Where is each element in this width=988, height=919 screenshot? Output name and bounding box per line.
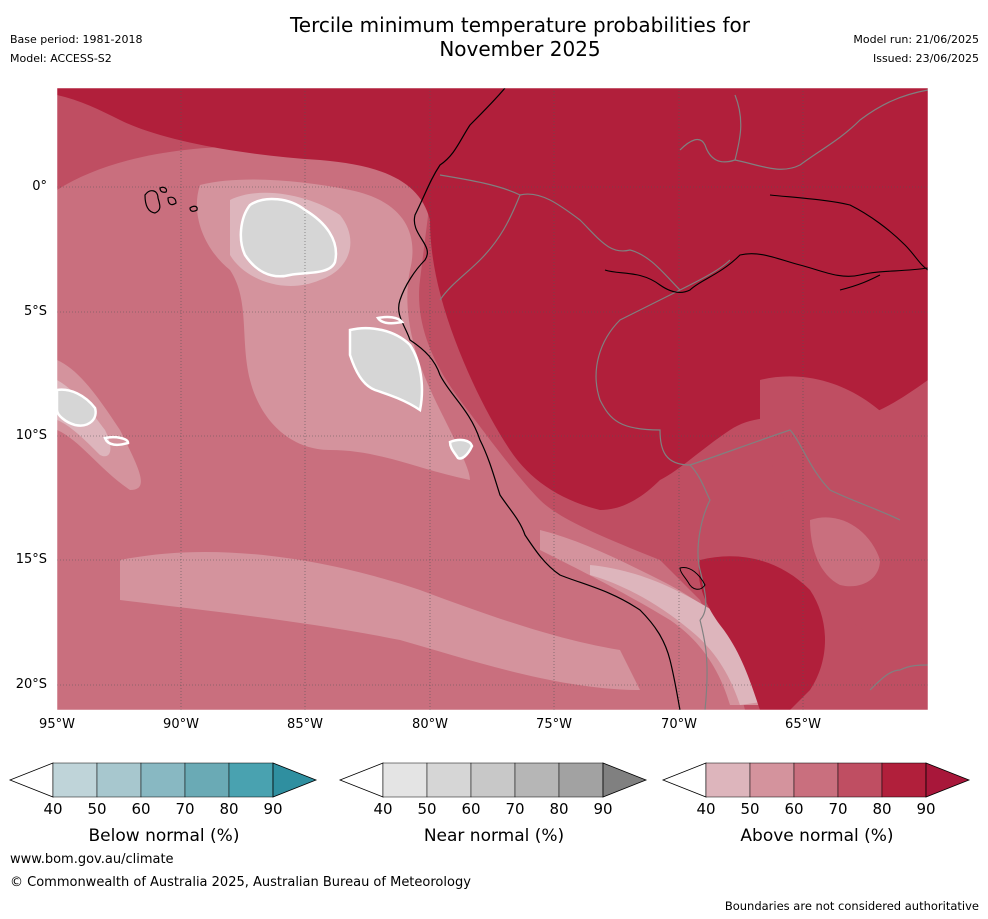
near-normal-colorbar — [338, 762, 648, 798]
colorbar-tick-label: 90 — [263, 800, 283, 818]
colorbar-segment — [228, 762, 274, 798]
colorbar-high-extension — [272, 762, 318, 798]
colorbar-segment — [184, 762, 230, 798]
colorbar-tick-label: 50 — [87, 800, 107, 818]
header-meta-left: Base period: 1981-2018 Model: ACCESS-S2 — [10, 30, 142, 68]
rivers — [604, 194, 928, 294]
colorbar-tick-label: 80 — [872, 800, 892, 818]
colorbar-segment — [793, 762, 839, 798]
y-tick-label: 10°S — [15, 428, 47, 443]
colorbar-segment — [881, 762, 927, 798]
model-run-text: Model run: 21/06/2025 — [853, 33, 979, 46]
colorbar-tick-label: 60 — [784, 800, 804, 818]
near-normal-contours — [55, 197, 474, 460]
footer-note: Boundaries are not considered authoritat… — [724, 899, 979, 913]
colorbar-tick-label: 40 — [43, 800, 63, 818]
colorbar-tick-label: 90 — [916, 800, 936, 818]
colorbar-segment — [514, 762, 560, 798]
colorbar-low-extension — [661, 762, 707, 798]
colorbar-tick-label: 80 — [549, 800, 569, 818]
graticule — [57, 88, 928, 710]
below-normal-colorbar — [8, 762, 318, 798]
colorbar-segment — [749, 762, 795, 798]
field-above-50-south — [120, 551, 640, 690]
near-normal-label: Near normal (%) — [423, 826, 565, 846]
base-period-text: Base period: 1981-2018 — [10, 33, 143, 46]
above-normal-label: Above normal (%) — [740, 826, 894, 846]
field-near-50-west — [57, 389, 96, 426]
colorbar-segment — [837, 762, 883, 798]
colorbar-segment — [558, 762, 604, 798]
colorbar-low-extension — [8, 762, 54, 798]
title-line-2: November 2025 — [439, 37, 601, 61]
field-above-40-coast — [590, 565, 775, 705]
above-normal-colorbar — [661, 762, 971, 798]
colorbar-segment — [426, 762, 472, 798]
issued-text: Issued: 23/06/2025 — [872, 52, 979, 65]
colorbar-tick-label: 80 — [219, 800, 239, 818]
x-tick-label: 75°W — [536, 717, 572, 732]
x-tick-label: 65°W — [785, 717, 821, 732]
y-tick-label: 5°S — [23, 304, 47, 319]
colorbar-segment — [705, 762, 751, 798]
colorbar-tick-label: 70 — [505, 800, 525, 818]
y-tick-label: 20°S — [15, 677, 47, 692]
colorbar-segment — [140, 762, 186, 798]
footer-copyright: © Commonwealth of Australia 2025, Austra… — [10, 875, 471, 890]
colorbar-tick-label: 50 — [740, 800, 760, 818]
y-tick-label: 15°S — [15, 552, 47, 567]
header-meta-right: Model run: 21/06/2025 Issued: 23/06/2025 — [853, 30, 979, 68]
coastline — [398, 88, 681, 710]
colorbar-tick-label: 60 — [461, 800, 481, 818]
colorbar-tick-label: 60 — [131, 800, 151, 818]
field-near-50-north — [240, 198, 336, 277]
model-text: Model: ACCESS-S2 — [10, 52, 112, 65]
field-above-80-land — [57, 88, 928, 510]
field-near-50-central — [350, 328, 422, 410]
map-field — [57, 88, 928, 710]
field-above-70-east — [760, 376, 928, 635]
galapagos-islands — [144, 186, 198, 214]
colorbar-high-extension — [925, 762, 971, 798]
colorbar-tick-label: 40 — [373, 800, 393, 818]
x-tick-label: 80°W — [412, 717, 448, 732]
colorbar-tick-label: 90 — [593, 800, 613, 818]
colorbar-segment — [382, 762, 428, 798]
colorbar-segment — [52, 762, 98, 798]
colorbar-low-extension — [338, 762, 384, 798]
x-tick-label: 70°W — [661, 717, 697, 732]
colorbar-tick-label: 50 — [417, 800, 437, 818]
colorbar-tick-label: 40 — [696, 800, 716, 818]
x-tick-label: 90°W — [163, 717, 199, 732]
below-normal-label: Below normal (%) — [88, 826, 240, 846]
x-tick-label: 95°W — [39, 717, 75, 732]
colorbar-tick-label: 70 — [828, 800, 848, 818]
lake-titicaca — [679, 566, 706, 590]
y-tick-label: 0° — [32, 179, 47, 194]
footer-url: www.bom.gov.au/climate — [10, 852, 174, 867]
colorbar-segment — [96, 762, 142, 798]
x-tick-label: 85°W — [287, 717, 323, 732]
field-above-80-south — [698, 556, 825, 710]
title-line-1: Tercile minimum temperature probabilitie… — [289, 13, 751, 37]
map-frame — [56, 87, 929, 711]
field-above-60-east — [810, 517, 880, 587]
colorbar-segment — [470, 762, 516, 798]
colorbar-tick-label: 70 — [175, 800, 195, 818]
colorbar-high-extension — [602, 762, 648, 798]
country-borders — [439, 89, 928, 710]
page-title: Tercile minimum temperature probabilitie… — [0, 13, 988, 61]
